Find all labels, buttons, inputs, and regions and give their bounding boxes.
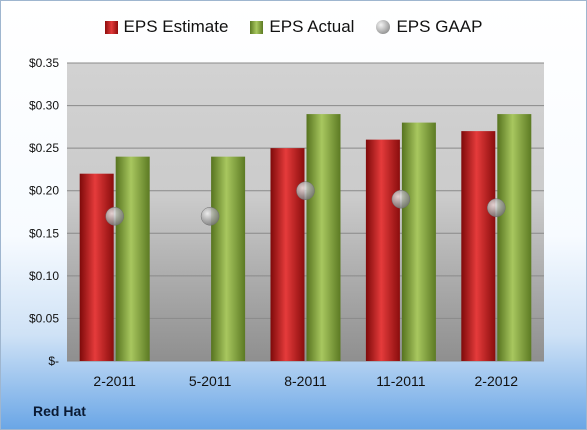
bar-eps-actual xyxy=(211,156,246,361)
legend-item-estimate: EPS Estimate xyxy=(104,17,229,37)
y-tick-label: $0.10 xyxy=(29,269,59,283)
legend-item-actual: EPS Actual xyxy=(250,17,354,37)
y-tick-label: $0.35 xyxy=(29,56,59,70)
point-eps-gaap xyxy=(296,181,315,200)
y-tick-label: $0.20 xyxy=(29,184,59,198)
x-tick-label: 2-2011 xyxy=(93,373,136,389)
legend-item-gaap: EPS GAAP xyxy=(376,17,482,37)
x-axis-labels: 2-2011 5-2011 8-2011 11-2011 2-2012 xyxy=(93,373,518,389)
legend-swatch-estimate xyxy=(104,20,118,34)
gaap-points xyxy=(105,181,506,226)
bars xyxy=(79,114,532,361)
y-tick-label: $0.05 xyxy=(29,311,59,325)
legend-swatch-gaap xyxy=(376,20,391,34)
legend-label-estimate: EPS Estimate xyxy=(123,17,229,36)
bar-eps-estimate xyxy=(365,139,400,361)
y-tick-label: $0.15 xyxy=(29,226,59,240)
point-eps-gaap xyxy=(105,207,124,226)
legend-label-gaap: EPS GAAP xyxy=(396,17,483,36)
company-name: Red Hat xyxy=(33,403,86,419)
bar-eps-actual xyxy=(401,122,436,361)
bar-eps-actual xyxy=(497,114,532,361)
x-tick-label: 11-2011 xyxy=(376,373,426,389)
legend-swatch-actual xyxy=(250,20,264,34)
x-tick-label: 8-2011 xyxy=(284,373,327,389)
point-eps-gaap xyxy=(391,189,411,209)
bar-eps-estimate xyxy=(270,148,305,361)
legend: EPS Estimate EPS Actual EPS GAAP xyxy=(1,17,586,37)
point-eps-gaap xyxy=(200,207,220,226)
bar-eps-estimate xyxy=(461,131,496,361)
bar-eps-actual xyxy=(306,114,341,361)
y-tick-label: $- xyxy=(48,354,59,368)
x-tick-label: 2-2012 xyxy=(475,373,519,389)
bar-eps-actual xyxy=(115,156,150,361)
y-tick-label: $0.25 xyxy=(29,141,59,155)
legend-label-actual: EPS Actual xyxy=(269,17,355,36)
x-tick-label: 5-2011 xyxy=(189,373,232,389)
y-tick-label: $0.30 xyxy=(29,99,59,113)
bar-eps-estimate xyxy=(79,173,114,361)
y-axis-labels: $- $0.05 $0.10 $0.15 $0.20 $0.25 $0.30 $0.35 xyxy=(29,56,59,368)
point-eps-gaap xyxy=(487,198,506,217)
